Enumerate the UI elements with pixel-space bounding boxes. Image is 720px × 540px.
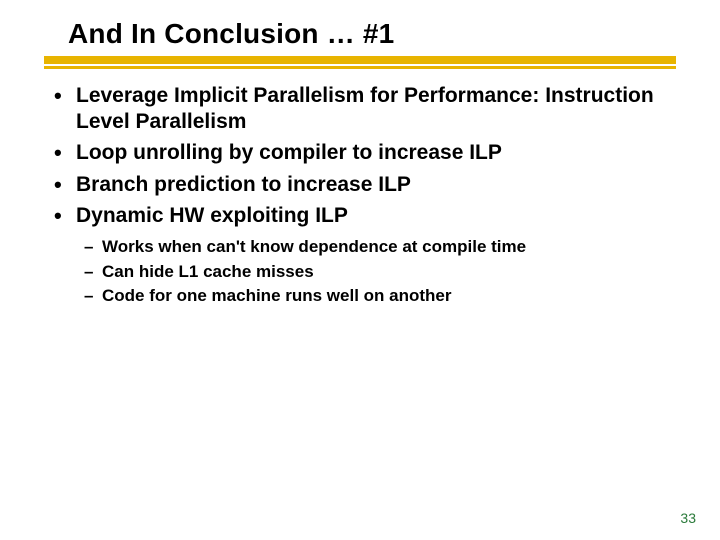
bullet-text: Dynamic HW exploiting ILP (76, 204, 348, 227)
bullet-list: Leverage Implicit Parallelism for Perfor… (44, 83, 660, 229)
title-area: And In Conclusion … #1 (0, 0, 720, 50)
sub-bullet-item: Can hide L1 cache misses (44, 260, 660, 285)
bullet-item: Leverage Implicit Parallelism for Perfor… (44, 83, 660, 134)
content-area: Leverage Implicit Parallelism for Perfor… (0, 69, 720, 309)
sub-bullet-item: Works when can't know dependence at comp… (44, 235, 660, 260)
slide: And In Conclusion … #1 Leverage Implicit… (0, 0, 720, 540)
sub-bullet-text: Can hide L1 cache misses (102, 262, 314, 281)
bullet-item: Branch prediction to increase ILP (44, 172, 660, 198)
bullet-text: Leverage Implicit Parallelism for Perfor… (76, 84, 654, 133)
bullet-item: Dynamic HW exploiting ILP (44, 203, 660, 229)
bullet-text: Loop unrolling by compiler to increase I… (76, 141, 502, 164)
sub-bullet-text: Works when can't know dependence at comp… (102, 237, 526, 256)
bullet-text: Branch prediction to increase ILP (76, 173, 411, 196)
title-rule (44, 56, 676, 69)
slide-title: And In Conclusion … #1 (68, 18, 720, 50)
sub-bullet-text: Code for one machine runs well on anothe… (102, 286, 452, 305)
sub-bullet-list: Works when can't know dependence at comp… (44, 235, 660, 309)
page-number: 33 (680, 510, 696, 526)
rule-bar-thick (44, 56, 676, 64)
bullet-item: Loop unrolling by compiler to increase I… (44, 140, 660, 166)
page-number-text: 33 (680, 510, 696, 526)
sub-bullet-item: Code for one machine runs well on anothe… (44, 284, 660, 309)
